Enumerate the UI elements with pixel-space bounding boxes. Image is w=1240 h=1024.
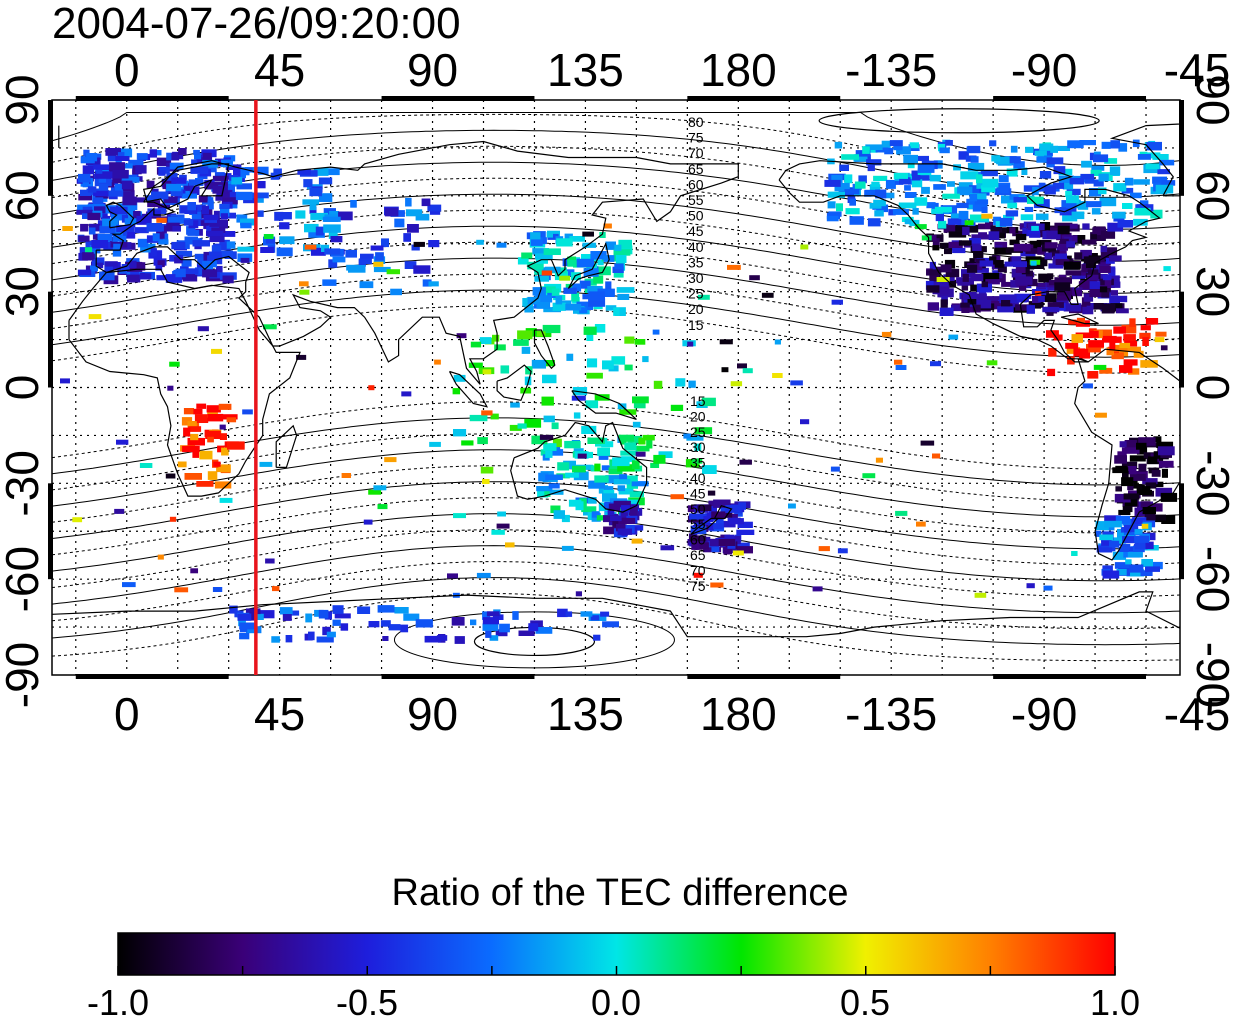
contour-label: 60 <box>690 532 706 548</box>
lon-tick-top: 45 <box>254 44 305 96</box>
axis-tick-labels: 0 45 90 135 180 -135 -90 -450 45 90 135 180 -135 -90-… <box>0 44 1239 740</box>
contour-labels: 8075706560555045403530252015152025303540… <box>688 114 706 594</box>
lon-tick-bottom: 45 <box>254 688 305 740</box>
contour-label: 65 <box>688 161 704 177</box>
lat-tick-left: 0 <box>0 375 48 401</box>
contour-label: 30 <box>688 270 704 286</box>
lon-tick-top: -90 <box>1011 44 1077 96</box>
contour-label: 15 <box>688 317 704 333</box>
lon-tick-top: 90 <box>407 44 458 96</box>
contour-label: 20 <box>688 301 704 317</box>
coastlines <box>52 123 1180 638</box>
colorbar-label: -0.5 <box>335 982 399 1023</box>
contour-label: 75 <box>688 130 704 146</box>
lon-tick-top: 135 <box>547 44 624 96</box>
lon-tick-bottom: -90 <box>1011 688 1077 740</box>
lon-tick-top: 180 <box>700 44 777 96</box>
contour-label: 25 <box>688 286 704 302</box>
lat-tick-right: -60 <box>1187 546 1239 612</box>
lat-tick-right: 90 <box>1187 74 1239 125</box>
contour-label: 55 <box>690 516 706 532</box>
lat-tick-right: 60 <box>1187 170 1239 221</box>
contour-label: 30 <box>690 439 706 455</box>
colorbar-label: 0.0 <box>590 982 642 1023</box>
lon-tick-bottom: -45 <box>1164 688 1230 740</box>
lat-tick-right: -30 <box>1187 450 1239 516</box>
colorbar-labels: -1.0 -0.5 0.0 0.5 1.0 <box>0 982 1240 1024</box>
lat-tick-left: 90 <box>0 74 48 125</box>
contour-label: 50 <box>690 501 706 517</box>
lon-tick-bottom: 180 <box>700 688 777 740</box>
colorbar-label: 0.5 <box>839 982 891 1023</box>
colorbar <box>117 932 1116 976</box>
lon-tick-top: -135 <box>845 44 937 96</box>
axis-border-bars <box>48 96 1184 679</box>
contour-label: 50 <box>688 208 704 224</box>
lon-tick-bottom: 135 <box>547 688 624 740</box>
tec-ratio-data <box>60 139 1178 644</box>
lat-tick-left: 30 <box>0 266 48 317</box>
contour-label: 75 <box>690 578 706 594</box>
lat-tick-left: -30 <box>0 450 48 516</box>
colorbar-title: Ratio of the TEC difference <box>391 872 849 914</box>
lat-tick-left: 60 <box>0 170 48 221</box>
contour-label: 65 <box>690 547 706 563</box>
lat-tick-left: -60 <box>0 546 48 612</box>
contour-label: 80 <box>688 114 704 130</box>
contour-label: 45 <box>688 223 704 239</box>
lat-tick-right: 0 <box>1187 375 1239 401</box>
colorbar-ticks <box>117 966 1116 975</box>
timestamp-title: 2004-07-26/09:20:00 <box>52 0 461 48</box>
lon-tick-top: -45 <box>1164 44 1230 96</box>
lon-tick-bottom: 90 <box>407 688 458 740</box>
contour-label: 40 <box>690 470 706 486</box>
contour-label: 55 <box>688 192 704 208</box>
contour-label: 60 <box>688 176 704 192</box>
contour-label: 70 <box>688 145 704 161</box>
contour-label: 45 <box>690 485 706 501</box>
contour-label: 20 <box>690 408 706 424</box>
contour-label: 35 <box>688 254 704 270</box>
contour-label: 15 <box>690 393 706 409</box>
contour-label: 40 <box>688 239 704 255</box>
lat-lon-grid <box>52 100 1180 675</box>
lat-tick-right: -90 <box>1187 642 1239 708</box>
lon-tick-bottom: 0 <box>114 688 140 740</box>
colorbar-label: -1.0 <box>86 982 150 1023</box>
lat-tick-left: -90 <box>0 642 48 708</box>
contour-label: 70 <box>690 562 706 578</box>
contour-label: 25 <box>690 424 706 440</box>
colorbar-label: 1.0 <box>1089 982 1141 1023</box>
lon-tick-top: 0 <box>114 44 140 96</box>
lon-tick-bottom: -135 <box>845 688 937 740</box>
lat-tick-right: 30 <box>1187 266 1239 317</box>
contour-label: 35 <box>690 455 706 471</box>
